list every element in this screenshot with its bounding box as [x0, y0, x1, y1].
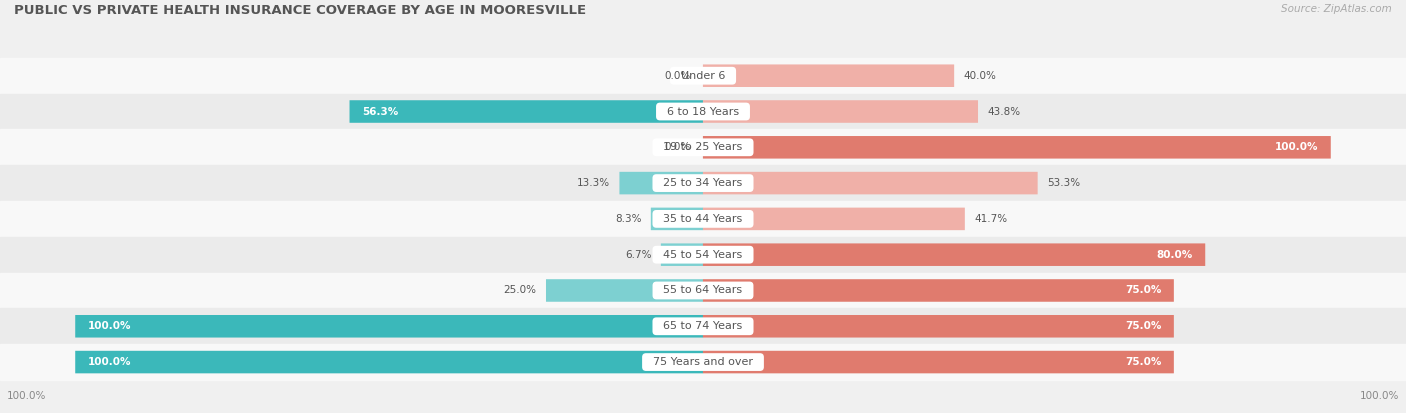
Text: 80.0%: 80.0% — [1156, 250, 1192, 260]
Text: Source: ZipAtlas.com: Source: ZipAtlas.com — [1281, 4, 1392, 14]
Text: Under 6: Under 6 — [673, 71, 733, 81]
Text: 56.3%: 56.3% — [363, 107, 398, 116]
Text: 75.0%: 75.0% — [1125, 285, 1161, 295]
FancyBboxPatch shape — [703, 64, 955, 87]
FancyBboxPatch shape — [703, 208, 965, 230]
Text: 43.8%: 43.8% — [987, 107, 1021, 116]
Text: 6.7%: 6.7% — [626, 250, 651, 260]
Text: 100.0%: 100.0% — [7, 392, 46, 401]
Text: 55 to 64 Years: 55 to 64 Years — [657, 285, 749, 295]
Text: 65 to 74 Years: 65 to 74 Years — [657, 321, 749, 331]
Text: 19 to 25 Years: 19 to 25 Years — [657, 142, 749, 152]
Text: 45 to 54 Years: 45 to 54 Years — [657, 250, 749, 260]
FancyBboxPatch shape — [703, 172, 1038, 195]
Text: 100.0%: 100.0% — [89, 357, 131, 367]
FancyBboxPatch shape — [703, 279, 1174, 302]
Text: 25 to 34 Years: 25 to 34 Years — [657, 178, 749, 188]
Text: PUBLIC VS PRIVATE HEALTH INSURANCE COVERAGE BY AGE IN MOORESVILLE: PUBLIC VS PRIVATE HEALTH INSURANCE COVER… — [14, 4, 586, 17]
FancyBboxPatch shape — [661, 243, 703, 266]
Text: 25.0%: 25.0% — [503, 285, 537, 295]
Bar — [0, 165, 1406, 201]
Bar — [0, 309, 1406, 344]
FancyBboxPatch shape — [620, 172, 703, 195]
Text: 0.0%: 0.0% — [664, 71, 690, 81]
Text: 75.0%: 75.0% — [1125, 357, 1161, 367]
Bar — [0, 273, 1406, 309]
FancyBboxPatch shape — [703, 100, 979, 123]
Text: 100.0%: 100.0% — [89, 321, 131, 331]
Text: 75.0%: 75.0% — [1125, 321, 1161, 331]
FancyBboxPatch shape — [703, 136, 1330, 159]
Text: 0.0%: 0.0% — [664, 142, 690, 152]
Text: 6 to 18 Years: 6 to 18 Years — [659, 107, 747, 116]
FancyBboxPatch shape — [76, 351, 703, 373]
FancyBboxPatch shape — [703, 351, 1174, 373]
Text: 13.3%: 13.3% — [576, 178, 610, 188]
FancyBboxPatch shape — [651, 208, 703, 230]
Bar — [0, 129, 1406, 165]
Text: 75 Years and over: 75 Years and over — [645, 357, 761, 367]
Text: 35 to 44 Years: 35 to 44 Years — [657, 214, 749, 224]
Text: 40.0%: 40.0% — [963, 71, 997, 81]
Bar — [0, 201, 1406, 237]
Bar — [0, 94, 1406, 129]
Bar — [0, 344, 1406, 380]
Text: 8.3%: 8.3% — [614, 214, 641, 224]
Text: 100.0%: 100.0% — [1360, 392, 1399, 401]
Text: 53.3%: 53.3% — [1047, 178, 1080, 188]
FancyBboxPatch shape — [703, 315, 1174, 337]
FancyBboxPatch shape — [350, 100, 703, 123]
FancyBboxPatch shape — [76, 315, 703, 337]
FancyBboxPatch shape — [703, 243, 1205, 266]
Bar — [0, 58, 1406, 94]
Text: 41.7%: 41.7% — [974, 214, 1007, 224]
FancyBboxPatch shape — [546, 279, 703, 302]
Bar — [0, 237, 1406, 273]
Text: 100.0%: 100.0% — [1275, 142, 1319, 152]
